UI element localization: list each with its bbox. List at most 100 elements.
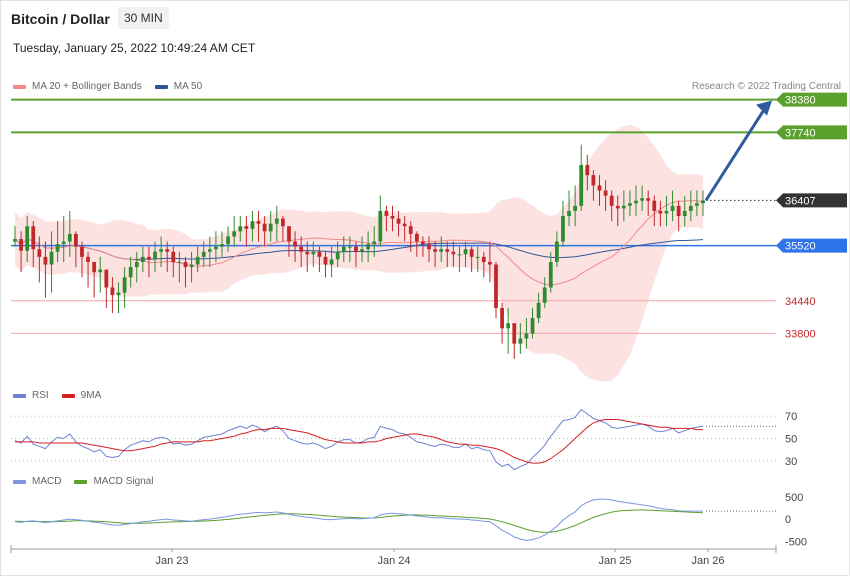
candle-body <box>676 205 681 217</box>
candle <box>207 236 212 268</box>
candle-body <box>402 223 407 227</box>
candle-body <box>390 216 395 219</box>
candle-body <box>439 249 444 252</box>
candle <box>311 241 316 268</box>
candle <box>201 241 206 268</box>
candle-body <box>682 210 687 217</box>
projection-arrow-line <box>704 105 768 202</box>
macd-swatch <box>13 479 26 484</box>
candle <box>134 251 139 283</box>
candle-body <box>67 233 72 242</box>
rsi-swatch <box>13 393 26 398</box>
candle-body <box>591 175 596 186</box>
projection-arrow-head <box>756 100 772 116</box>
candle <box>159 236 164 268</box>
level-tag-label-38380: 38380 <box>785 95 816 107</box>
candle-body <box>506 323 511 329</box>
candle <box>25 216 30 262</box>
level-tag-label-36407: 36407 <box>785 195 816 207</box>
candle <box>177 251 182 283</box>
candle-body <box>262 223 267 232</box>
candle <box>293 231 297 262</box>
candle <box>658 200 663 227</box>
rsi-tick-30: 30 <box>785 456 797 468</box>
candle-body <box>183 261 188 268</box>
candle-body <box>347 246 352 248</box>
rsi-legend: RSI 9MA <box>13 390 114 401</box>
level-tag-38380: 38380 <box>776 92 847 107</box>
candle <box>506 307 511 354</box>
legend-macd-signal-label: MACD Signal <box>93 476 154 487</box>
candle-body <box>414 233 419 242</box>
candle-body <box>354 246 358 252</box>
candle-body <box>305 251 310 255</box>
candle-body <box>171 251 176 262</box>
candle <box>31 221 36 268</box>
candle-body <box>207 249 212 252</box>
candle <box>165 241 170 273</box>
candle-body <box>250 221 255 229</box>
candle <box>530 307 535 339</box>
candle-body <box>134 261 139 268</box>
rsi-line <box>14 408 704 471</box>
candle-body <box>287 226 291 242</box>
candle-body <box>396 218 401 224</box>
candle-body <box>140 256 145 262</box>
candle <box>287 226 291 257</box>
candle <box>329 246 334 278</box>
candle <box>92 261 97 298</box>
legend-ma20: MA 20 + Bollinger Bands <box>13 81 142 92</box>
candle-body <box>457 254 462 256</box>
candle <box>427 236 431 262</box>
candle <box>232 216 237 247</box>
candle-body <box>366 244 371 250</box>
candle <box>37 236 42 283</box>
candle-body <box>378 210 383 242</box>
candle <box>19 231 23 273</box>
candle-body <box>475 256 480 258</box>
candle <box>220 231 224 257</box>
candle-body <box>214 246 218 250</box>
candle <box>299 236 304 268</box>
candle-body <box>159 249 164 252</box>
candle <box>402 216 407 242</box>
candle-body <box>226 236 230 245</box>
candle <box>153 241 157 273</box>
candle <box>494 261 498 319</box>
candle-body <box>335 251 340 260</box>
candle <box>189 251 194 283</box>
candle-body <box>317 251 322 257</box>
candle <box>567 190 571 227</box>
candle <box>140 246 145 273</box>
candle-body <box>561 216 565 242</box>
candle-body <box>445 249 450 252</box>
candle <box>122 267 127 308</box>
candle-body <box>268 223 273 232</box>
candle-body <box>421 241 425 245</box>
candle-body <box>189 264 194 268</box>
candle <box>542 277 547 308</box>
candle <box>214 231 218 262</box>
credit-text: Research © 2022 Trading Central <box>691 81 841 92</box>
rsi-tick-50: 50 <box>785 434 797 446</box>
legend-ma20-label: MA 20 + Bollinger Bands <box>32 81 142 92</box>
macd-tick--500: -500 <box>785 536 807 548</box>
candle <box>55 221 60 262</box>
candle <box>104 269 109 308</box>
candle-body <box>567 210 571 217</box>
candle-body <box>281 218 285 227</box>
candle-body <box>701 200 705 204</box>
candle <box>226 226 230 252</box>
macd-legend: MACD MACD Signal <box>13 476 166 487</box>
legend-rsi: RSI <box>13 390 49 401</box>
level-label-34440: 34440 <box>785 296 816 308</box>
interval-selector[interactable]: 30 MIN <box>118 7 169 29</box>
candle <box>579 144 584 211</box>
level-tag-box-36407 <box>776 193 847 208</box>
candle <box>670 190 675 222</box>
candle-body <box>201 251 206 257</box>
candle <box>421 236 425 257</box>
chart-title: Bitcoin / Dollar <box>11 11 110 27</box>
candle-body <box>31 226 36 250</box>
